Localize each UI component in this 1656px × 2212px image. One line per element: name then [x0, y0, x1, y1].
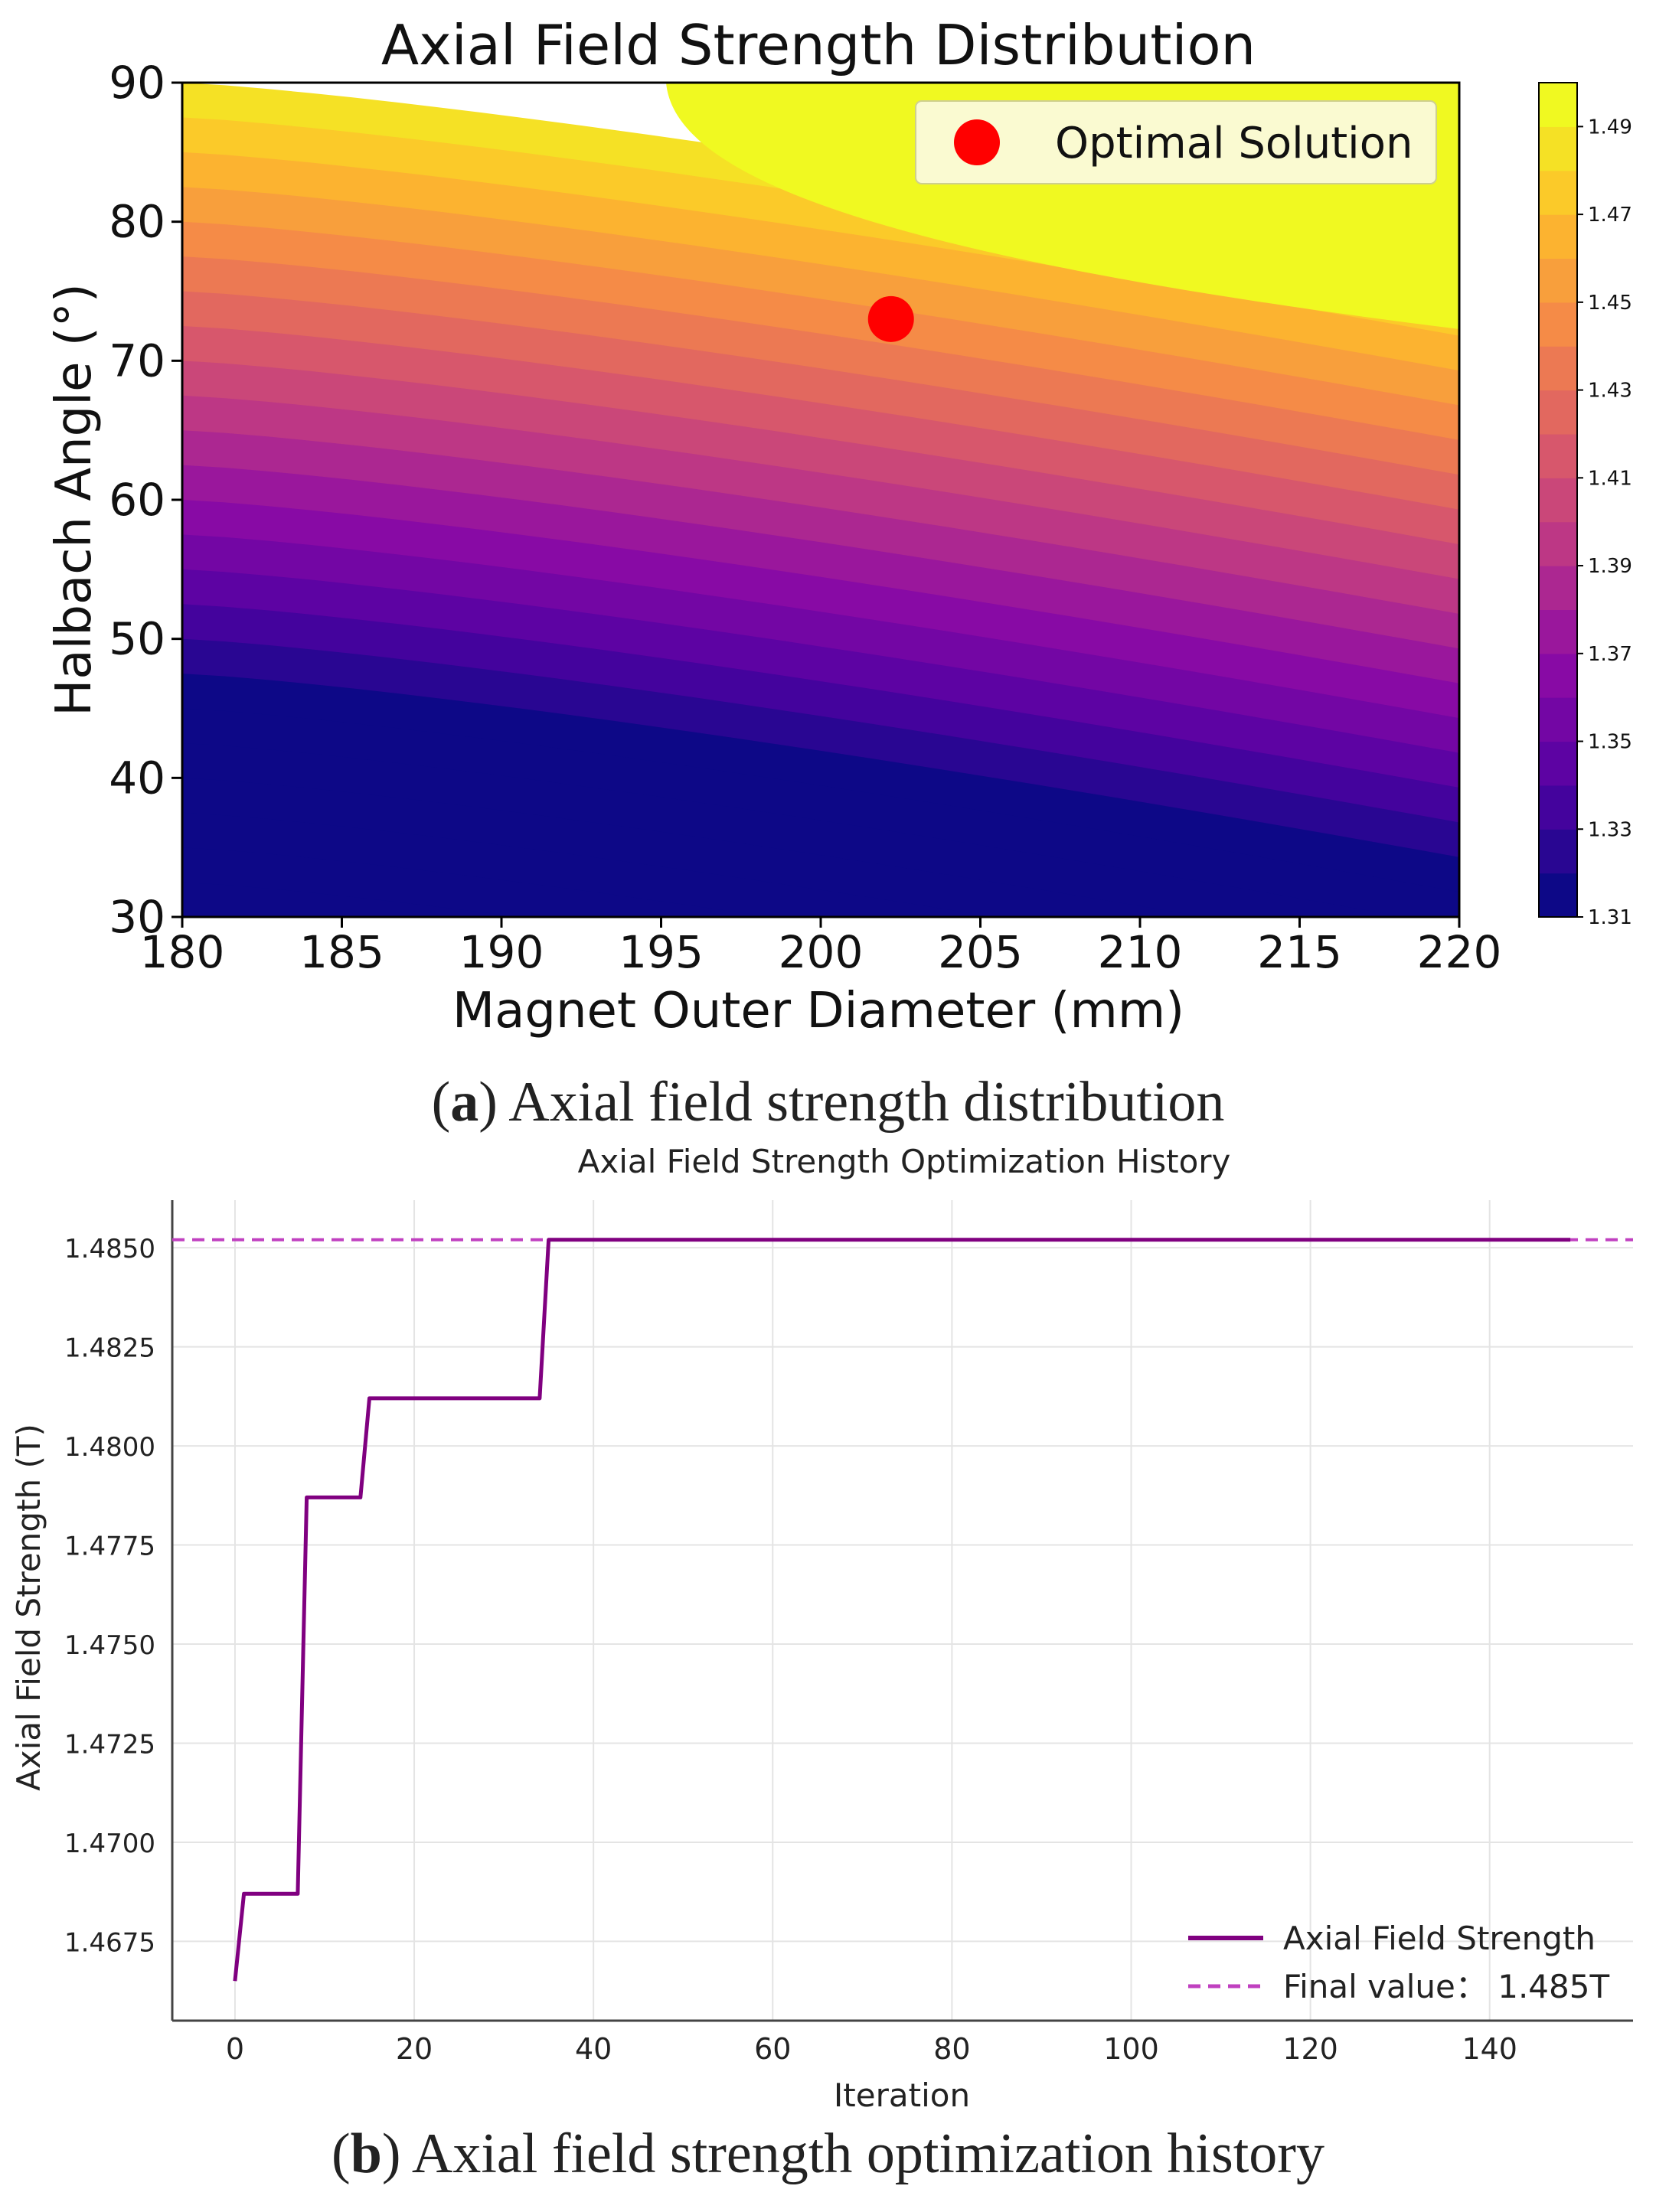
contour-x-tick-label: 215 — [1257, 926, 1342, 978]
contour-y-tick-label: 50 — [109, 613, 165, 665]
history-x-tick-label: 40 — [575, 2032, 612, 2066]
history-x-axis-label: Iteration — [834, 2077, 970, 2114]
colorbar: 1.31 1.33 1.35 1.37 1.39 1.41 1.43 1.45 1.47 1.49 — [1538, 82, 1632, 929]
colorbar-tick-label: 1.37 — [1588, 643, 1632, 666]
colorbar-tick-label: 1.41 — [1588, 467, 1632, 490]
caption-b-text: Axial field strength optimization histor… — [411, 2122, 1324, 2185]
history-y-axis-label: Axial Field Strength (T) — [10, 1424, 47, 1791]
colorbar-segment — [1539, 258, 1577, 303]
history-panel: Axial Field Strength Optimization Histor… — [10, 1143, 1633, 2114]
colorbar-segment — [1539, 697, 1577, 742]
contour-y-tick-label: 90 — [109, 57, 165, 109]
colorbar-segment — [1539, 566, 1577, 611]
caption-a-letter: a — [450, 1071, 479, 1134]
history-x-tick-label: 20 — [396, 2032, 433, 2066]
colorbar-segment — [1539, 741, 1577, 786]
history-x-tick-label: 100 — [1103, 2032, 1159, 2066]
caption-b: (b) Axial field strength optimization hi… — [332, 2122, 1324, 2185]
colorbar-segment — [1539, 433, 1577, 478]
colorbar-segment — [1539, 521, 1577, 566]
legend-strength-label: Axial Field Strength — [1283, 1920, 1596, 1957]
colorbar-tick-label: 1.49 — [1588, 116, 1632, 139]
contour-x-axis-label: Magnet Outer Diameter (mm) — [452, 983, 1184, 1039]
colorbar-segment — [1539, 302, 1577, 347]
colorbar-segment — [1539, 346, 1577, 391]
history-x-tick-label: 60 — [754, 2032, 791, 2066]
colorbar-segment — [1539, 126, 1577, 171]
colorbar-tick-label: 1.39 — [1588, 555, 1632, 578]
history-y-tick-label: 1.4800 — [64, 1432, 155, 1463]
history-y-tick-label: 1.4850 — [64, 1234, 155, 1264]
colorbar-segment — [1539, 609, 1577, 654]
contour-x-ticks: 180 185 190 195 200 205 210 215 220 — [140, 917, 1502, 978]
history-y-tick-label: 1.4775 — [64, 1532, 155, 1562]
contour-x-tick-label: 185 — [299, 926, 384, 978]
contour-x-tick-label: 220 — [1417, 926, 1502, 978]
contour-y-tick-label: 30 — [109, 891, 165, 943]
contour-x-tick-label: 210 — [1098, 926, 1183, 978]
legend-final-label: Final value： 1.485T — [1283, 1968, 1609, 2005]
contour-x-tick-label: 180 — [140, 926, 225, 978]
contour-bands — [182, 83, 1459, 917]
contour-y-tick-label: 80 — [109, 196, 165, 248]
colorbar-segment — [1539, 829, 1577, 874]
history-y-ticks: 1.4675 1.4700 1.4725 1.4750 1.4775 1.4800 1.48… — [64, 1234, 155, 1958]
contour-x-tick-label: 205 — [938, 926, 1023, 978]
colorbar-segment — [1539, 83, 1577, 127]
colorbar-frame — [1538, 82, 1578, 918]
colorbar-segment — [1539, 653, 1577, 698]
history-y-tick-label: 1.4825 — [64, 1333, 155, 1364]
contour-y-tick-label: 70 — [109, 334, 165, 387]
colorbar-segment — [1539, 478, 1577, 523]
history-x-tick-label: 0 — [226, 2032, 244, 2066]
colorbar-tick-label: 1.47 — [1588, 204, 1632, 227]
colorbar-segment — [1539, 170, 1577, 215]
history-title: Axial Field Strength Optimization Histor… — [578, 1143, 1231, 1180]
colorbar-segment — [1539, 214, 1577, 259]
history-grid — [172, 1200, 1633, 2021]
colorbar-segment — [1539, 785, 1577, 830]
axial-field-strength-line — [233, 1238, 1571, 1982]
history-y-tick-label: 1.4700 — [64, 1829, 155, 1859]
colorbar-tick-label: 1.31 — [1588, 906, 1632, 929]
history-legend: Axial Field Strength Final value： 1.485T — [1188, 1920, 1609, 2005]
history-x-tick-label: 140 — [1462, 2032, 1517, 2066]
contour-band — [182, 882, 520, 917]
history-y-tick-label: 1.4725 — [64, 1729, 155, 1760]
history-x-tick-label: 80 — [933, 2032, 970, 2066]
contour-x-tick-label: 195 — [619, 926, 704, 978]
caption-a-text: Axial field strength distribution — [508, 1071, 1225, 1134]
contour-y-axis-label: Halbach Angle (°) — [46, 283, 103, 716]
caption-a: (a) Axial field strength distribution — [431, 1071, 1225, 1134]
contour-y-ticks: 30 40 50 60 70 80 90 — [109, 57, 182, 943]
contour-y-tick-label: 60 — [109, 474, 165, 526]
colorbar-tick-label: 1.33 — [1588, 818, 1632, 841]
contour-legend: Optimal Solution — [915, 100, 1437, 184]
history-x-tick-label: 120 — [1282, 2032, 1338, 2066]
colorbar-segment — [1539, 390, 1577, 435]
history-x-ticks: 0 20 40 60 80 100 120 140 — [226, 2032, 1517, 2066]
caption-b-letter: b — [350, 2122, 382, 2185]
contour-panel: Axial Field Strength Distribution 180 185… — [46, 13, 1632, 1039]
contour-title: Axial Field Strength Distribution — [381, 13, 1256, 77]
optimal-solution-marker — [867, 295, 914, 342]
history-y-tick-label: 1.4750 — [64, 1630, 155, 1661]
history-y-tick-label: 1.4675 — [64, 1927, 155, 1958]
colorbar-tick-label: 1.43 — [1588, 380, 1632, 403]
colorbar-segment — [1539, 873, 1577, 918]
contour-x-tick-label: 190 — [459, 926, 544, 978]
contour-legend-box — [915, 100, 1437, 184]
legend-optimal-marker — [954, 119, 1000, 165]
colorbar-tick-label: 1.45 — [1588, 292, 1632, 315]
legend-optimal-label: Optimal Solution — [1055, 119, 1413, 168]
contour-x-tick-label: 200 — [779, 926, 864, 978]
contour-y-tick-label: 40 — [109, 752, 165, 804]
colorbar-tick-label: 1.35 — [1588, 731, 1632, 754]
